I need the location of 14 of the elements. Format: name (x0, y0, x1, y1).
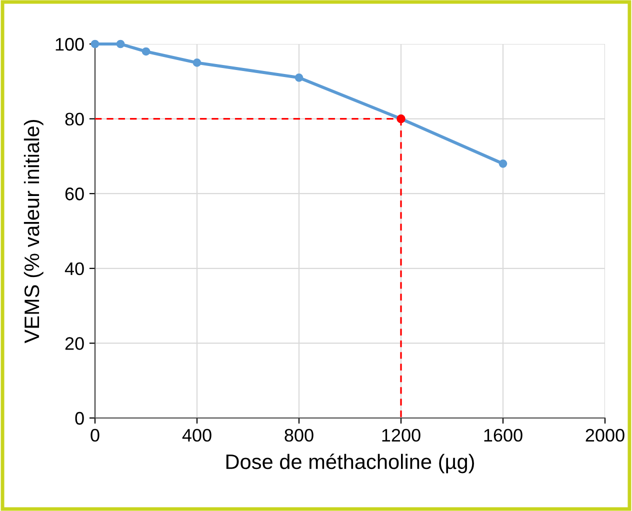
x-tick-label: 1600 (484, 428, 522, 442)
x-axis-title: Dose de méthacholine (µg) (226, 454, 474, 474)
y-tick-label: 100 (56, 38, 84, 51)
y-tick-label: 0 (75, 412, 84, 425)
y-tick-label: 20 (65, 337, 84, 350)
x-tick-label: 2000 (586, 428, 624, 442)
x-tick-label: 400 (182, 428, 212, 442)
y-tick-label: 80 (65, 112, 84, 126)
y-tick-label: 60 (65, 188, 84, 200)
y-axis-title: VEMS (% valeur initiale) (24, 120, 44, 344)
x-tick-label: 800 (284, 428, 314, 442)
y-tick-label: 40 (64, 262, 84, 276)
x-tick-label: 0 (90, 428, 100, 442)
x-tick-label: 1200 (382, 428, 420, 442)
